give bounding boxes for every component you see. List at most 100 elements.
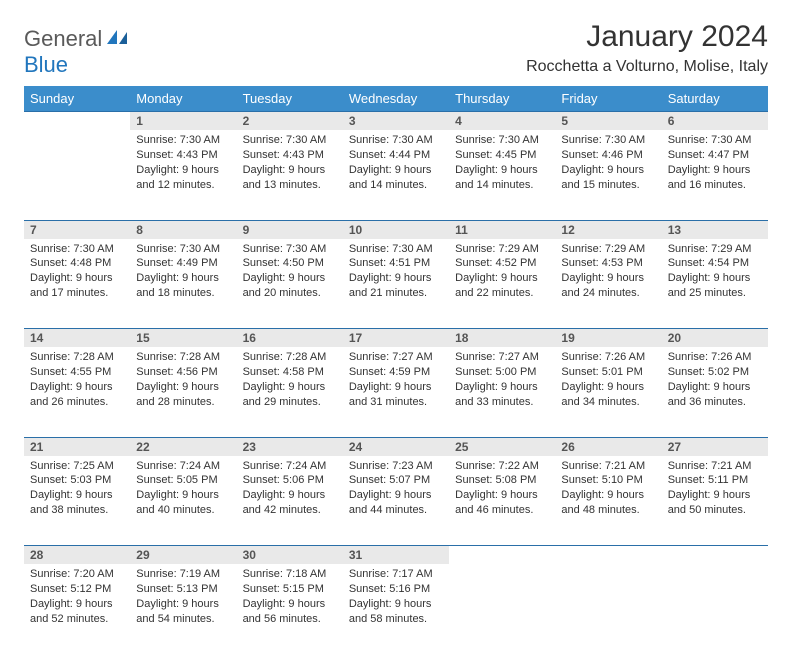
sunset-line: Sunset: 4:59 PM (349, 365, 443, 380)
day-cell-body: Sunrise: 7:21 AMSunset: 5:11 PMDaylight:… (662, 456, 768, 524)
sunrise-line: Sunrise: 7:30 AM (349, 242, 443, 257)
daylight-line: Daylight: 9 hours and 24 minutes. (561, 271, 655, 301)
day-number-cell: 27 (662, 437, 768, 456)
day-number-cell: 15 (130, 329, 236, 348)
day-cell-body: Sunrise: 7:28 AMSunset: 4:55 PMDaylight:… (24, 347, 130, 415)
daylight-line: Daylight: 9 hours and 40 minutes. (136, 488, 230, 518)
day-cell-body: Sunrise: 7:19 AMSunset: 5:13 PMDaylight:… (130, 564, 236, 632)
header: General Blue January 2024 Rocchetta a Vo… (24, 20, 768, 78)
day-cell-body: Sunrise: 7:30 AMSunset: 4:45 PMDaylight:… (449, 130, 555, 198)
sunrise-line: Sunrise: 7:17 AM (349, 567, 443, 582)
day-cell-body: Sunrise: 7:17 AMSunset: 5:16 PMDaylight:… (343, 564, 449, 632)
day-cell: Sunrise: 7:30 AMSunset: 4:50 PMDaylight:… (237, 239, 343, 329)
sunset-line: Sunset: 5:03 PM (30, 473, 124, 488)
day-number-cell: 5 (555, 112, 661, 131)
day-cell-body: Sunrise: 7:26 AMSunset: 5:02 PMDaylight:… (662, 347, 768, 415)
day-cell: Sunrise: 7:30 AMSunset: 4:51 PMDaylight:… (343, 239, 449, 329)
day-cell: Sunrise: 7:30 AMSunset: 4:47 PMDaylight:… (662, 130, 768, 220)
daylight-line: Daylight: 9 hours and 22 minutes. (455, 271, 549, 301)
day-number-cell: 1 (130, 112, 236, 131)
day-cell-body: Sunrise: 7:30 AMSunset: 4:46 PMDaylight:… (555, 130, 661, 198)
day-cell-body: Sunrise: 7:30 AMSunset: 4:49 PMDaylight:… (130, 239, 236, 307)
day-number-cell: 18 (449, 329, 555, 348)
sunrise-line: Sunrise: 7:21 AM (668, 459, 762, 474)
sunrise-line: Sunrise: 7:30 AM (30, 242, 124, 257)
daylight-line: Daylight: 9 hours and 13 minutes. (243, 163, 337, 193)
sunrise-line: Sunrise: 7:30 AM (455, 133, 549, 148)
sunset-line: Sunset: 4:43 PM (136, 148, 230, 163)
day-cell: Sunrise: 7:28 AMSunset: 4:56 PMDaylight:… (130, 347, 236, 437)
day-number-cell: 25 (449, 437, 555, 456)
day-cell-body: Sunrise: 7:23 AMSunset: 5:07 PMDaylight:… (343, 456, 449, 524)
month-title: January 2024 (526, 20, 768, 54)
sunset-line: Sunset: 4:46 PM (561, 148, 655, 163)
weekday-header: Tuesday (237, 86, 343, 112)
sunset-line: Sunset: 5:16 PM (349, 582, 443, 597)
sunrise-line: Sunrise: 7:24 AM (243, 459, 337, 474)
day-number-cell: 7 (24, 220, 130, 239)
day-cell: Sunrise: 7:29 AMSunset: 4:53 PMDaylight:… (555, 239, 661, 329)
daylight-line: Daylight: 9 hours and 28 minutes. (136, 380, 230, 410)
daylight-line: Daylight: 9 hours and 25 minutes. (668, 271, 762, 301)
daylight-line: Daylight: 9 hours and 50 minutes. (668, 488, 762, 518)
day-cell: Sunrise: 7:21 AMSunset: 5:10 PMDaylight:… (555, 456, 661, 546)
sunset-line: Sunset: 4:55 PM (30, 365, 124, 380)
sunrise-line: Sunrise: 7:28 AM (30, 350, 124, 365)
day-cell (449, 564, 555, 654)
weekday-header: Friday (555, 86, 661, 112)
day-cell: Sunrise: 7:20 AMSunset: 5:12 PMDaylight:… (24, 564, 130, 654)
daylight-line: Daylight: 9 hours and 34 minutes. (561, 380, 655, 410)
sunrise-line: Sunrise: 7:28 AM (136, 350, 230, 365)
day-cell: Sunrise: 7:26 AMSunset: 5:02 PMDaylight:… (662, 347, 768, 437)
sunset-line: Sunset: 4:58 PM (243, 365, 337, 380)
day-number-cell: 8 (130, 220, 236, 239)
daylight-line: Daylight: 9 hours and 15 minutes. (561, 163, 655, 193)
day-cell: Sunrise: 7:28 AMSunset: 4:55 PMDaylight:… (24, 347, 130, 437)
day-cell-body: Sunrise: 7:30 AMSunset: 4:47 PMDaylight:… (662, 130, 768, 198)
day-cell: Sunrise: 7:30 AMSunset: 4:46 PMDaylight:… (555, 130, 661, 220)
day-cell-body: Sunrise: 7:29 AMSunset: 4:53 PMDaylight:… (555, 239, 661, 307)
day-cell: Sunrise: 7:24 AMSunset: 5:06 PMDaylight:… (237, 456, 343, 546)
day-number-cell: 31 (343, 546, 449, 565)
day-cell: Sunrise: 7:28 AMSunset: 4:58 PMDaylight:… (237, 347, 343, 437)
sunset-line: Sunset: 5:07 PM (349, 473, 443, 488)
sunrise-line: Sunrise: 7:27 AM (455, 350, 549, 365)
location: Rocchetta a Volturno, Molise, Italy (526, 58, 768, 76)
day-cell: Sunrise: 7:30 AMSunset: 4:43 PMDaylight:… (237, 130, 343, 220)
day-number-cell: 29 (130, 546, 236, 565)
daylight-line: Daylight: 9 hours and 18 minutes. (136, 271, 230, 301)
sunrise-line: Sunrise: 7:30 AM (668, 133, 762, 148)
day-number-cell: 12 (555, 220, 661, 239)
daylight-line: Daylight: 9 hours and 33 minutes. (455, 380, 549, 410)
day-cell: Sunrise: 7:22 AMSunset: 5:08 PMDaylight:… (449, 456, 555, 546)
sunrise-line: Sunrise: 7:30 AM (136, 133, 230, 148)
day-number-cell: 9 (237, 220, 343, 239)
day-cell-body: Sunrise: 7:30 AMSunset: 4:48 PMDaylight:… (24, 239, 130, 307)
sunrise-line: Sunrise: 7:27 AM (349, 350, 443, 365)
day-cell-body: Sunrise: 7:28 AMSunset: 4:58 PMDaylight:… (237, 347, 343, 415)
daylight-line: Daylight: 9 hours and 29 minutes. (243, 380, 337, 410)
day-cell: Sunrise: 7:29 AMSunset: 4:54 PMDaylight:… (662, 239, 768, 329)
day-cell: Sunrise: 7:30 AMSunset: 4:45 PMDaylight:… (449, 130, 555, 220)
day-cell: Sunrise: 7:19 AMSunset: 5:13 PMDaylight:… (130, 564, 236, 654)
day-number-cell: 17 (343, 329, 449, 348)
day-cell-body: Sunrise: 7:18 AMSunset: 5:15 PMDaylight:… (237, 564, 343, 632)
daylight-line: Daylight: 9 hours and 38 minutes. (30, 488, 124, 518)
weekday-header: Sunday (24, 86, 130, 112)
sunset-line: Sunset: 5:10 PM (561, 473, 655, 488)
day-number-cell: 6 (662, 112, 768, 131)
day-cell-body: Sunrise: 7:26 AMSunset: 5:01 PMDaylight:… (555, 347, 661, 415)
day-number-cell: 28 (24, 546, 130, 565)
day-number-cell: 24 (343, 437, 449, 456)
sunrise-line: Sunrise: 7:28 AM (243, 350, 337, 365)
daylight-line: Daylight: 9 hours and 42 minutes. (243, 488, 337, 518)
day-cell: Sunrise: 7:26 AMSunset: 5:01 PMDaylight:… (555, 347, 661, 437)
sunset-line: Sunset: 4:56 PM (136, 365, 230, 380)
logo-word-general: General (24, 26, 102, 51)
day-cell: Sunrise: 7:30 AMSunset: 4:48 PMDaylight:… (24, 239, 130, 329)
day-cell: Sunrise: 7:27 AMSunset: 5:00 PMDaylight:… (449, 347, 555, 437)
day-cell: Sunrise: 7:24 AMSunset: 5:05 PMDaylight:… (130, 456, 236, 546)
day-number-row: 78910111213 (24, 220, 768, 239)
daylight-line: Daylight: 9 hours and 20 minutes. (243, 271, 337, 301)
day-content-row: Sunrise: 7:28 AMSunset: 4:55 PMDaylight:… (24, 347, 768, 437)
